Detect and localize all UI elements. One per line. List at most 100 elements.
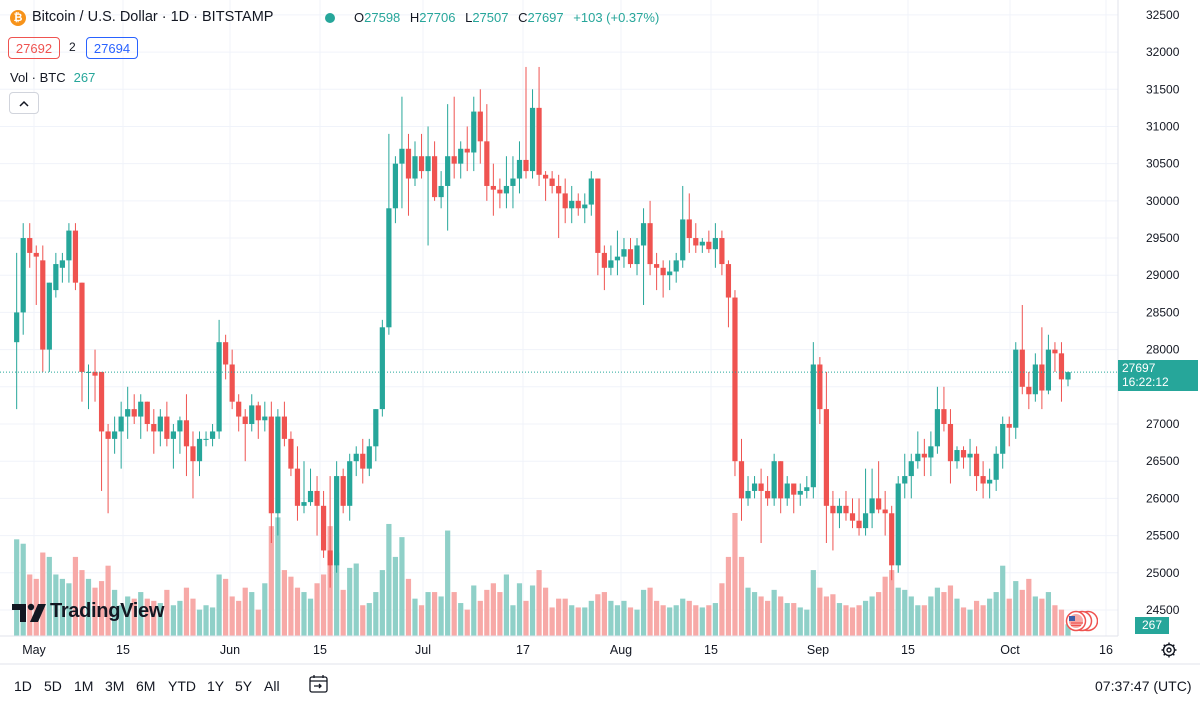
candle: [869, 468, 875, 529]
candle: [817, 357, 823, 424]
candle: [320, 490, 327, 558]
sell-button[interactable]: 27692: [8, 37, 60, 59]
volume-bar: [921, 605, 927, 636]
candle: [262, 401, 268, 432]
symbol-title[interactable]: Bitcoin / U.S. Dollar · 1D · BITSTAMP: [32, 9, 274, 25]
candle: [340, 468, 346, 514]
candle: [588, 171, 594, 216]
volume-bar: [738, 556, 745, 636]
events-flag-icon[interactable]: [1058, 610, 1098, 632]
price-tick-label: 29500: [1146, 231, 1180, 245]
candle: [431, 141, 438, 201]
range-button-ytd[interactable]: YTD: [168, 678, 196, 694]
volume-bar: [33, 578, 39, 636]
volume-bar: [288, 576, 294, 636]
candle: [497, 178, 503, 209]
volume-bar: [392, 556, 399, 636]
volume-bar: [758, 596, 764, 636]
volume-bar: [889, 570, 895, 636]
range-button-1y[interactable]: 1Y: [207, 678, 225, 694]
range-button-5y[interactable]: 5Y: [235, 678, 253, 694]
candle: [647, 200, 653, 276]
range-button-1d[interactable]: 1D: [14, 678, 32, 694]
candle: [209, 424, 216, 447]
tradingview-logo-text[interactable]: TradingView: [50, 600, 165, 622]
candle: [412, 141, 418, 186]
volume-bar: [849, 607, 856, 636]
volume-bar: [582, 607, 588, 636]
volume-bar: [973, 600, 980, 636]
volume-bar: [105, 565, 111, 636]
tradingview-logo-icon[interactable]: [12, 600, 48, 626]
range-button-5d[interactable]: 5D: [44, 678, 62, 694]
volume-bar: [209, 607, 216, 636]
volume-bar: [144, 598, 150, 636]
volume-bar: [347, 567, 353, 636]
volume-bar: [425, 592, 431, 636]
candle: [236, 394, 242, 432]
volume-bar: [778, 596, 784, 636]
candle: [157, 409, 163, 447]
candle: [249, 394, 255, 432]
volume-bar: [647, 587, 653, 636]
time-tick-label: 15: [313, 643, 327, 657]
volume-bar: [223, 578, 229, 636]
candle: [954, 446, 960, 469]
candle: [118, 401, 124, 469]
volume-bar: [751, 592, 758, 636]
utc-clock[interactable]: 07:37:47 (UTC): [1095, 678, 1192, 694]
candle: [379, 319, 385, 417]
candle: [223, 334, 229, 380]
collapse-legend-button[interactable]: [9, 92, 39, 114]
volume-bar: [249, 592, 255, 636]
chevron-up-icon: [19, 100, 29, 107]
volume-bar: [320, 574, 327, 636]
last-price-value: 27697: [1122, 361, 1156, 375]
market-status-icon[interactable]: [325, 13, 335, 23]
candle: [438, 171, 444, 209]
candle: [477, 89, 483, 164]
volume-bar: [928, 596, 934, 636]
close-label: C: [518, 10, 528, 25]
candle: [1058, 342, 1065, 402]
candle: [882, 490, 888, 536]
volume-legend[interactable]: Vol · BTC 267: [10, 70, 95, 85]
volume-bar: [634, 609, 640, 636]
volume-bar: [164, 589, 170, 636]
range-button-1m[interactable]: 1M: [74, 678, 94, 694]
buy-button[interactable]: 27694: [86, 37, 138, 59]
volume-bar: [131, 598, 137, 636]
volume-bar: [680, 598, 686, 636]
volume-bar: [823, 596, 829, 636]
volume-bar: [360, 605, 366, 636]
volume-label: Vol · BTC: [10, 70, 66, 85]
volume-bar: [836, 603, 843, 636]
candle: [203, 431, 209, 447]
volume-bar: [1065, 624, 1071, 636]
candle: [693, 223, 699, 253]
candle: [327, 476, 333, 588]
range-button-all[interactable]: All: [264, 678, 280, 694]
volume-bar: [784, 603, 790, 636]
candle: [660, 260, 666, 298]
volume-bar: [177, 600, 183, 636]
volume-bar: [229, 596, 235, 636]
candle: [229, 349, 235, 410]
volume-bar: [275, 517, 281, 636]
volume-bar: [138, 592, 144, 636]
gear-icon[interactable]: [1161, 642, 1177, 658]
volume-bar: [947, 585, 954, 636]
candle: [1032, 353, 1038, 402]
calendar-goto-icon[interactable]: [308, 674, 330, 694]
volume-bar: [765, 600, 771, 636]
volume-bar: [66, 583, 72, 636]
candle: [1019, 304, 1025, 395]
range-button-6m[interactable]: 6M: [136, 678, 156, 694]
range-button-3m[interactable]: 3M: [105, 678, 125, 694]
candle: [255, 401, 261, 439]
volume-bar: [1000, 565, 1006, 636]
candle: [27, 223, 33, 268]
candle: [183, 394, 190, 477]
candle: [275, 409, 281, 536]
